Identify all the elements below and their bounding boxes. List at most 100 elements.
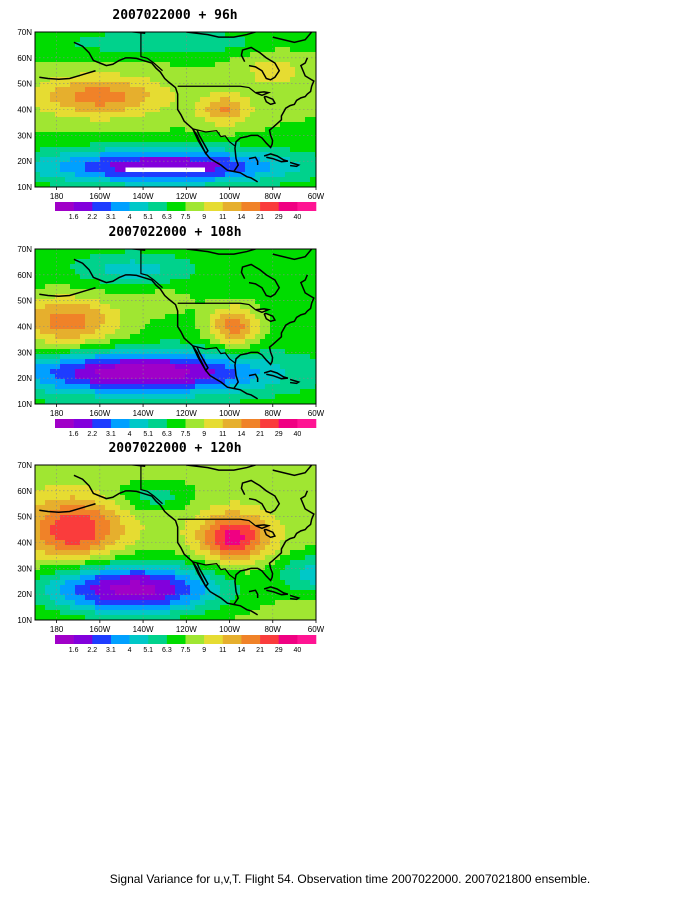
field-cell [50,289,56,295]
field-cell [290,570,296,576]
field-cell [155,92,161,98]
field-cell [250,500,256,506]
field-cell [65,37,71,43]
field-cell [250,249,256,255]
field-cell [85,167,91,173]
field-cell [230,540,236,546]
field-cell [255,172,261,178]
field-cell [55,87,61,93]
field-cell [85,570,91,576]
field-cell [140,379,146,385]
field-cell [165,122,171,128]
field-cell [75,394,81,400]
field-cell [190,274,196,280]
field-cell [90,279,96,285]
field-cell [145,269,151,275]
field-cell [225,132,231,138]
field-cell [160,359,166,365]
field-cell [210,555,216,561]
field-cell [310,354,316,360]
field-cell [245,575,251,581]
field-cell [115,32,121,38]
field-cell [170,42,176,48]
field-cell [190,264,196,270]
field-cell [60,394,66,400]
field-cell [175,354,181,360]
field-cell [305,334,311,340]
field-cell [115,37,121,43]
colorbar-swatch [241,419,261,428]
field-cell [225,364,231,370]
field-cell [130,515,136,521]
field-cell [215,72,221,78]
field-cell [70,87,76,93]
colorbar-swatch [166,419,186,428]
field-cell [265,57,271,63]
field-cell [85,354,91,360]
field-cell [240,162,246,168]
field-cell [105,147,111,153]
field-cell [245,289,251,295]
field-cell [290,560,296,566]
field-cell [125,274,131,280]
field-cell [160,349,166,355]
field-cell [35,152,41,158]
field-cell [210,369,216,375]
field-cell [290,122,296,128]
field-cell [40,520,46,526]
field-cell [90,304,96,310]
field-cell [150,294,156,300]
field-cell [55,142,61,148]
field-cell [300,480,306,486]
field-cell [280,384,286,390]
field-cell [210,329,216,335]
field-cell [220,112,226,118]
field-cell [305,37,311,43]
field-cell [130,490,136,496]
field-cell [185,284,191,290]
field-cell [115,42,121,48]
field-cell [170,359,176,365]
field-cell [140,32,146,38]
field-cell [285,500,291,506]
field-cell [145,37,151,43]
field-cell [305,294,311,300]
field-cell [225,545,231,551]
field-cell [45,152,51,158]
field-cell [80,399,86,404]
field-cell [110,364,116,370]
field-cell [40,394,46,400]
field-cell [220,309,226,315]
field-cell [60,92,66,98]
field-cell [205,334,211,340]
field-cell [305,147,311,153]
field-cell [40,374,46,380]
field-cell [90,87,96,93]
field-cell [155,555,161,561]
field-cell [140,67,146,73]
field-cell [70,37,76,43]
field-cell [290,37,296,43]
field-cell [245,259,251,265]
field-cell [155,157,161,163]
field-cell [185,580,191,586]
field-cell [265,465,271,471]
field-cell [65,384,71,390]
field-cell [100,369,106,375]
field-cell [290,62,296,68]
field-cell [115,344,121,350]
field-cell [75,490,81,496]
field-cell [285,294,291,300]
field-cell [120,349,126,355]
field-cell [250,525,256,531]
field-cell [210,52,216,58]
field-cell [240,117,246,123]
field-cell [55,580,61,586]
field-cell [65,329,71,335]
field-cell [100,127,106,133]
field-cell [145,249,151,255]
field-cell [290,72,296,78]
field-cell [210,72,216,78]
field-cell [270,57,276,63]
field-cell [155,289,161,295]
